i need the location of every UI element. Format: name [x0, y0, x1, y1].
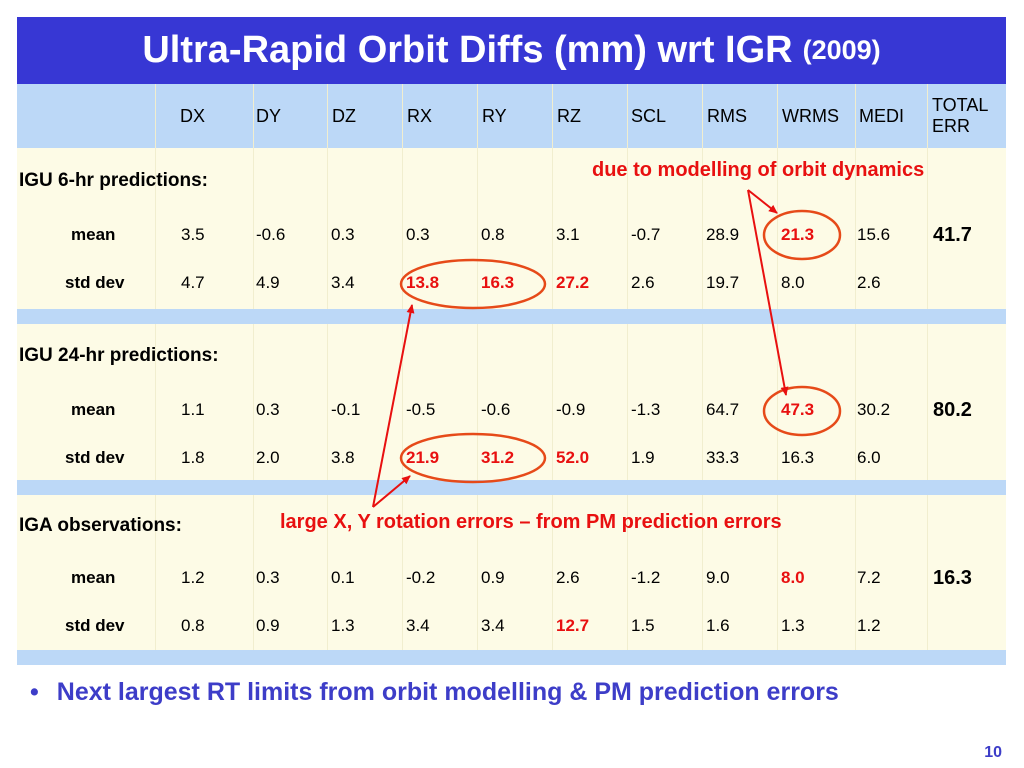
table-cell: 8.0 — [781, 568, 805, 587]
section-separator — [17, 309, 1006, 324]
table-cell: 2.0 — [256, 448, 280, 467]
col-header-total-err: TOTAL ERR — [932, 84, 988, 148]
table-cell: 12.7 — [556, 616, 590, 635]
total-header-line2: ERR — [932, 116, 971, 136]
bullet-text: Next largest RT limits from orbit modell… — [56, 678, 839, 706]
page-number: 10 — [984, 744, 1002, 761]
table-cell: 1.5 — [631, 616, 655, 635]
table-cell: -0.6 — [256, 225, 286, 244]
table-cell: 0.1 — [331, 568, 355, 587]
table-cell: 21.9 — [406, 448, 440, 467]
table-cell: 30.2 — [857, 400, 891, 419]
row-label-mean: mean — [71, 400, 116, 419]
table-cell: 52.0 — [556, 448, 590, 467]
table-cell: 0.9 — [256, 616, 280, 635]
bullet-point: • Next largest RT limits from orbit model… — [30, 678, 839, 707]
section-separator — [17, 650, 1006, 665]
table-cell: 4.7 — [181, 273, 205, 292]
row-label-mean: mean — [71, 225, 116, 244]
table-cell: -1.3 — [631, 400, 661, 419]
table-cell: 6.0 — [857, 448, 881, 467]
row-label-mean: mean — [71, 568, 116, 587]
total-err-value: 80.2 — [933, 399, 972, 421]
table-cell: 16.3 — [781, 448, 815, 467]
table-cell: -0.7 — [631, 225, 661, 244]
table-cell: 3.4 — [481, 616, 505, 635]
table-cell: 15.6 — [857, 225, 891, 244]
orbit-diffs-table: DX DY DZ RX RY RZ SCL RMS WRMS MEDI TOTA… — [17, 84, 1006, 665]
table-cell: -0.1 — [331, 400, 361, 419]
table-cell: 1.2 — [181, 568, 205, 587]
row-label-std-dev: std dev — [65, 273, 125, 292]
table-cell: 19.7 — [706, 273, 740, 292]
table-cell: -0.6 — [481, 400, 511, 419]
table-cell: 1.6 — [706, 616, 730, 635]
section-label-igu-24hr: IGU 24-hr predictions: — [19, 345, 219, 366]
section-separator — [17, 480, 1006, 495]
table-cell: 0.3 — [256, 568, 280, 587]
col-header-medi: MEDI — [859, 105, 904, 126]
table-cell: 47.3 — [781, 400, 815, 419]
table-cell: 0.8 — [481, 225, 505, 244]
slide-title: Ultra-Rapid Orbit Diffs (mm) wrt IGR (20… — [17, 17, 1006, 84]
table-cell: -0.5 — [406, 400, 436, 419]
col-header-wrms: WRMS — [782, 105, 839, 126]
col-header-rx: RX — [407, 105, 433, 126]
table-cell: 2.6 — [556, 568, 580, 587]
table-cell: 21.3 — [781, 225, 815, 244]
annotation-orbit-dynamics: due to modelling of orbit dynamics — [592, 159, 925, 181]
table-cell: 4.9 — [256, 273, 280, 292]
table-cell: -0.9 — [556, 400, 586, 419]
table-cell: -0.2 — [406, 568, 436, 587]
table-cell: 28.9 — [706, 225, 740, 244]
table-cell: 0.9 — [481, 568, 505, 587]
table-cell: 1.2 — [857, 616, 881, 635]
table-cell: 1.3 — [781, 616, 805, 635]
total-header-line1: TOTAL — [932, 95, 989, 115]
col-header-ry: RY — [482, 105, 507, 126]
table-cell: 8.0 — [781, 273, 805, 292]
table-cell: 3.4 — [331, 273, 355, 292]
total-err-value: 16.3 — [933, 567, 972, 589]
section-label-igu-6hr: IGU 6-hr predictions: — [19, 170, 208, 191]
row-label-std-dev: std dev — [65, 616, 125, 635]
col-header-dy: DY — [256, 105, 282, 126]
table-cell: 7.2 — [857, 568, 881, 587]
row-label-std-dev: std dev — [65, 448, 125, 467]
table-cell: 16.3 — [481, 273, 515, 292]
col-header-rms: RMS — [707, 105, 747, 126]
table-cell: 0.3 — [406, 225, 430, 244]
table-cell: 33.3 — [706, 448, 740, 467]
col-header-scl: SCL — [631, 105, 667, 126]
title-main: Ultra-Rapid Orbit Diffs (mm) wrt IGR — [142, 29, 793, 71]
table-cell: 3.1 — [556, 225, 580, 244]
table-cell: 3.5 — [181, 225, 205, 244]
table-header-row — [17, 84, 1006, 148]
table-cell: 27.2 — [556, 273, 590, 292]
table-cell: 1.1 — [181, 400, 205, 419]
table-cell: 3.4 — [406, 616, 430, 635]
table-cell: 0.8 — [181, 616, 205, 635]
table-cell: 64.7 — [706, 400, 740, 419]
annotation-rotation-errors: large X, Y rotation errors – from PM pre… — [280, 511, 782, 533]
col-header-dz: DZ — [332, 105, 356, 126]
total-err-value: 41.7 — [933, 224, 972, 246]
table-cell: -1.2 — [631, 568, 661, 587]
table-cell: 9.0 — [706, 568, 730, 587]
table-cell: 1.8 — [181, 448, 205, 467]
table-cell: 1.9 — [631, 448, 655, 467]
table-cell: 13.8 — [406, 273, 440, 292]
table-cell: 3.8 — [331, 448, 355, 467]
col-header-rz: RZ — [557, 105, 581, 126]
col-header-dx: DX — [180, 105, 206, 126]
bullet-dot-icon: • — [30, 678, 39, 706]
title-year: (2009) — [802, 35, 881, 65]
table-cell: 31.2 — [481, 448, 515, 467]
table-cell: 0.3 — [256, 400, 280, 419]
section-label-iga-obs: IGA observations: — [19, 515, 182, 536]
table-cell: 2.6 — [631, 273, 655, 292]
table-cell: 0.3 — [331, 225, 355, 244]
table-cell: 1.3 — [331, 616, 355, 635]
table-cell: 2.6 — [857, 273, 881, 292]
